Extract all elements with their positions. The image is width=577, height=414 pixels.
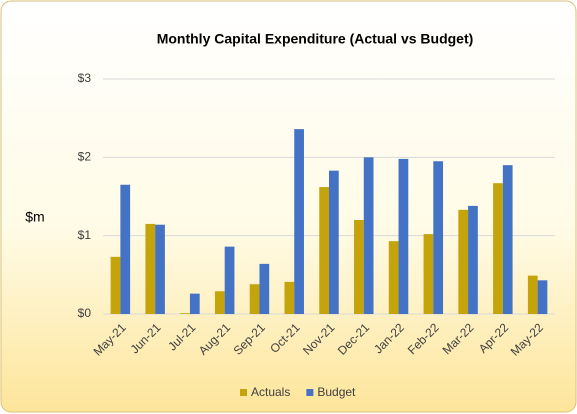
legend-swatch <box>240 389 247 396</box>
chart-title: Monthly Capital Expenditure (Actual vs B… <box>157 31 474 47</box>
bar <box>155 224 165 314</box>
bar <box>180 313 190 314</box>
y-axis-label: $m <box>25 209 44 225</box>
y-tick-label: $1 <box>78 228 92 242</box>
y-tick-label: $3 <box>78 71 92 85</box>
bar <box>214 291 225 314</box>
legend-label: Actuals <box>251 385 290 399</box>
bar <box>527 275 538 314</box>
bar <box>468 205 478 314</box>
bar <box>259 263 270 314</box>
bar <box>354 220 364 314</box>
bar <box>433 161 444 314</box>
y-tick-label: $0 <box>78 306 92 320</box>
bar <box>110 256 121 314</box>
legend-swatch <box>306 389 314 396</box>
bar <box>249 284 260 314</box>
bar <box>120 184 131 314</box>
bar <box>284 281 295 314</box>
bar <box>294 129 304 314</box>
legend-label: Budget <box>317 385 356 399</box>
bar <box>388 241 399 314</box>
bar <box>189 293 200 314</box>
bar <box>329 170 339 314</box>
bar <box>423 234 434 314</box>
bar <box>145 223 156 314</box>
bar <box>398 158 409 314</box>
bar <box>537 280 548 314</box>
bar <box>458 209 469 314</box>
bar <box>363 157 374 314</box>
bar <box>502 165 513 314</box>
bar <box>319 187 329 314</box>
bar <box>224 246 235 314</box>
y-tick-label: $2 <box>78 150 92 164</box>
bar <box>493 183 503 314</box>
